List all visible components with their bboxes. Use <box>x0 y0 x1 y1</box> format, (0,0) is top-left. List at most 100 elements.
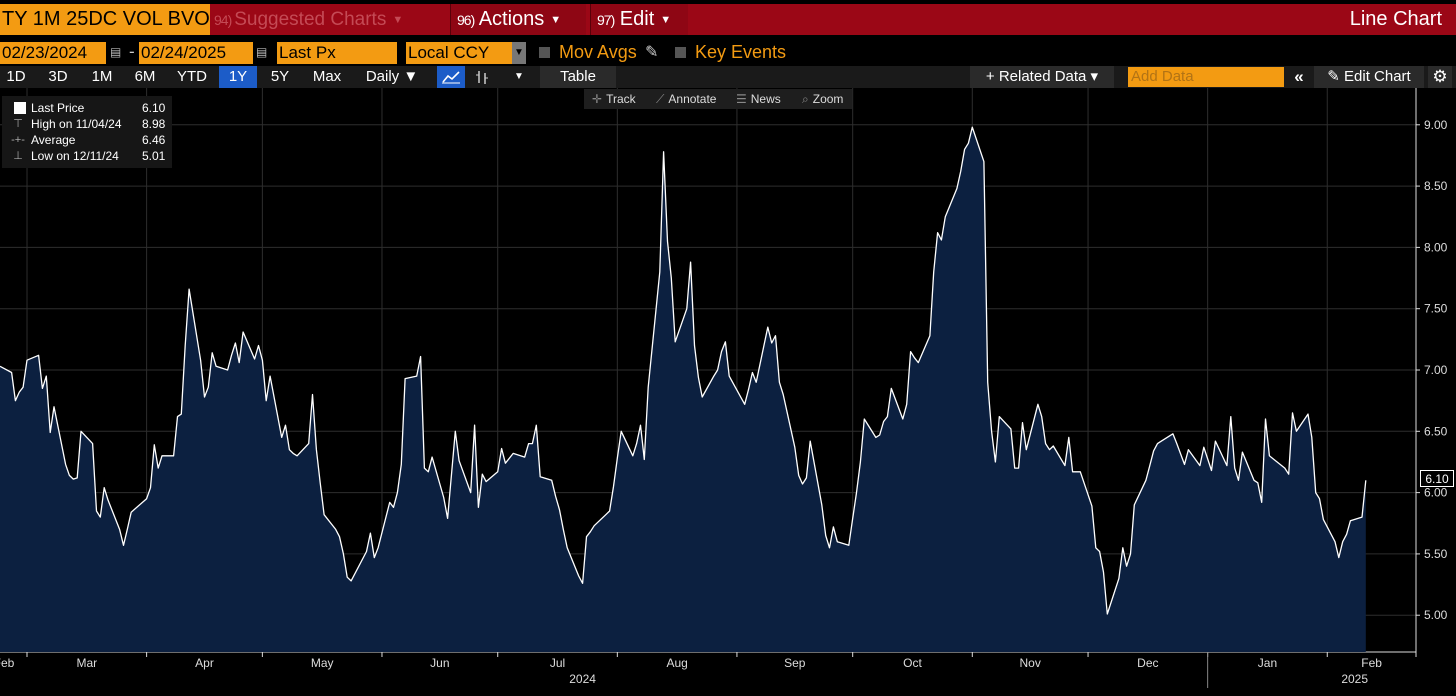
y-tick-label: 9.00 <box>1424 118 1448 132</box>
edit-menu[interactable]: 97) Edit ▼ <box>590 4 688 35</box>
period-5y[interactable]: 5Y <box>270 68 290 85</box>
annotate-icon: ⟋ <box>656 92 665 106</box>
period-1y[interactable]: 1Y <box>219 66 257 88</box>
chart-type-title: Line Chart <box>1349 8 1442 30</box>
legend-last-price: Last Price 6.10 <box>2 100 172 116</box>
chevron-down-icon[interactable]: ▼ <box>512 42 526 64</box>
x-tick-label: Nov <box>1019 656 1040 670</box>
y-tick-label: 8.00 <box>1424 240 1448 254</box>
date-separator: - <box>129 42 135 61</box>
calendar-icon[interactable]: ▤ <box>110 45 122 59</box>
period-1d[interactable]: 1D <box>6 68 26 85</box>
key-events-label[interactable]: Key Events <box>695 42 787 62</box>
legend-value: 5.01 <box>142 149 166 163</box>
suggested-charts-menu[interactable]: 94) Suggested Charts ▼ <box>214 4 446 35</box>
end-date-field[interactable]: 02/24/2025 <box>139 42 253 64</box>
pencil-icon[interactable]: ✎ <box>645 44 659 61</box>
x-tick-label: Jul <box>550 656 565 670</box>
zoom-icon: ⌕ <box>802 92 809 106</box>
bar-chart-icon[interactable] <box>470 66 494 88</box>
table-button[interactable]: Table <box>540 66 616 88</box>
period-ytd[interactable]: YTD <box>177 68 207 85</box>
legend-value: 6.10 <box>142 101 166 115</box>
line-chart-icon[interactable] <box>437 66 465 88</box>
legend-label: High on 11/04/24 <box>31 117 122 131</box>
x-tick-label: May <box>311 656 334 670</box>
edit-number: 97) <box>597 12 615 28</box>
mov-avgs-checkbox[interactable] <box>539 47 550 58</box>
title-bar: TY 1M 25DC VOL BVOL 94) Suggested Charts ▼… <box>0 4 1456 35</box>
legend-low: ⊥ Low on 12/11/24 5.01 <box>2 148 172 164</box>
chart-tools: ✛ Track ⟋ Annotate ☰ News ⌕ Zoom <box>584 89 852 109</box>
x-tick-label: Oct <box>903 656 922 670</box>
series-line <box>0 126 1367 615</box>
x-year-label: 2025 <box>1341 672 1368 686</box>
period-max[interactable]: Max <box>312 68 342 85</box>
x-tick-label: Sep <box>784 656 806 670</box>
zoom-tool[interactable]: ⌕ Zoom <box>802 89 843 109</box>
chart-area[interactable]: 5.00 5.50 6.00 6.50 7.00 7.50 8.00 8.50 9.00 Feb M… <box>0 88 1456 691</box>
field-selector[interactable]: Last Px <box>277 42 397 64</box>
annotate-tool[interactable]: ⟋ Annotate <box>656 89 716 109</box>
security-ticker-field[interactable]: TY 1M 25DC VOL BVOL <box>0 4 210 35</box>
edit-chart-label: Edit Chart <box>1344 68 1411 85</box>
legend-label: Low on 12/11/24 <box>31 149 119 163</box>
chart-toolbar: 1D 3D 1M 6M YTD 1Y 5Y Max Daily ▼ ▼ Tabl… <box>0 66 1456 88</box>
legend-average: -+- Average 6.46 <box>2 132 172 148</box>
track-tool[interactable]: ✛ Track <box>592 89 636 109</box>
edit-chart-button[interactable]: ✎ Edit Chart <box>1314 66 1424 88</box>
y-tick-label: 6.50 <box>1424 424 1448 438</box>
y-tick-label: 7.00 <box>1424 363 1448 377</box>
gear-icon[interactable]: ⚙ <box>1428 66 1452 88</box>
series-area <box>0 127 1366 652</box>
y-tick-label: 5.00 <box>1424 608 1448 622</box>
y-tick-label: 6.00 <box>1424 486 1448 500</box>
x-tick-label: Feb <box>1361 656 1382 670</box>
calendar-icon[interactable]: ▤ <box>256 45 268 59</box>
add-data-input[interactable]: Add Data <box>1128 67 1284 87</box>
track-label: Track <box>606 92 636 106</box>
x-tick-label: Jan <box>1258 656 1277 670</box>
news-tool[interactable]: ☰ News <box>736 89 781 109</box>
actions-menu[interactable]: 96) Actions ▼ <box>450 4 586 35</box>
period-1m[interactable]: 1M <box>91 68 113 85</box>
y-tick-label: 8.50 <box>1424 179 1448 193</box>
x-tick-label: Dec <box>1137 656 1158 670</box>
annotate-label: Annotate <box>668 92 717 106</box>
zoom-label: Zoom <box>812 92 844 106</box>
chevron-down-icon: ▼ <box>392 14 404 26</box>
price-chart[interactable]: 5.00 5.50 6.00 6.50 7.00 7.50 8.00 8.50 9.00 Feb M… <box>0 88 1456 691</box>
chevron-down-icon: ▼ <box>660 14 672 26</box>
legend-label: Last Price <box>31 101 85 115</box>
suggested-charts-number: 94) <box>214 12 232 28</box>
crosshair-icon: ✛ <box>592 92 603 106</box>
date-controls: 02/23/2024 ▤ - 02/24/2025 ▤ Last Px Loca… <box>0 40 1456 66</box>
period-3d[interactable]: 3D <box>48 68 68 85</box>
x-tick-label: Feb <box>0 656 15 670</box>
chevron-down-icon[interactable]: ▼ <box>514 71 524 82</box>
key-events-checkbox[interactable] <box>675 47 686 58</box>
frequency-selector[interactable]: Daily ▼ <box>365 68 419 85</box>
actions-number: 96) <box>457 12 475 28</box>
x-tick-label: Mar <box>76 656 97 670</box>
news-icon: ☰ <box>736 92 747 106</box>
x-year-label: 2024 <box>569 672 596 686</box>
currency-selector[interactable]: Local CCY <box>406 42 512 64</box>
high-marker-icon: ⊤ <box>13 118 23 130</box>
series-swatch <box>14 102 26 114</box>
x-tick-label: Aug <box>666 656 687 670</box>
period-6m[interactable]: 6M <box>134 68 156 85</box>
low-marker-icon: ⊥ <box>13 150 23 162</box>
collapse-icon[interactable]: « <box>1294 67 1304 86</box>
related-data-button[interactable]: + Related Data ▾ <box>970 66 1114 88</box>
legend-high: ⊤ High on 11/04/24 8.98 <box>2 116 172 132</box>
y-tick-label: 5.50 <box>1424 547 1448 561</box>
x-tick-label: Jun <box>430 656 449 670</box>
start-date-field[interactable]: 02/23/2024 <box>0 42 106 64</box>
chevron-down-icon: ▼ <box>550 14 562 26</box>
x-tick-label: Apr <box>195 656 214 670</box>
mov-avgs-label[interactable]: Mov Avgs <box>559 42 637 62</box>
actions-label: Actions <box>478 8 545 30</box>
edit-label: Edit <box>619 8 655 30</box>
legend-value: 6.46 <box>142 133 166 147</box>
